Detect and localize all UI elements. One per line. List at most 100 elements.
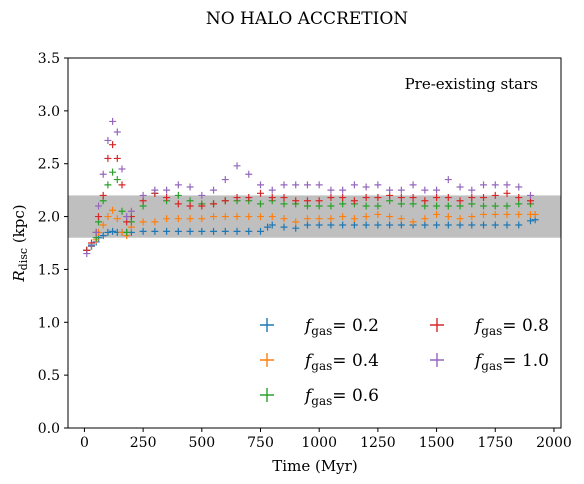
data-point bbox=[113, 176, 121, 184]
series-5 bbox=[83, 117, 534, 258]
data-point bbox=[280, 223, 288, 231]
data-point bbox=[186, 227, 194, 235]
data-point bbox=[221, 197, 229, 205]
data-point bbox=[491, 202, 499, 210]
legend-label: fgas= 0.4 bbox=[303, 351, 379, 373]
data-point bbox=[531, 210, 539, 218]
data-point bbox=[409, 218, 417, 226]
data-point bbox=[303, 221, 311, 229]
data-point bbox=[468, 194, 476, 202]
data-point bbox=[515, 221, 523, 229]
data-point bbox=[186, 202, 194, 210]
data-point bbox=[515, 210, 523, 218]
data-point bbox=[456, 221, 464, 229]
data-point bbox=[210, 186, 218, 194]
data-point bbox=[268, 194, 276, 202]
data-point bbox=[118, 207, 126, 215]
data-point bbox=[515, 183, 523, 191]
data-point bbox=[221, 227, 229, 235]
data-point bbox=[480, 202, 488, 210]
data-point bbox=[491, 210, 499, 218]
data-point bbox=[409, 194, 417, 202]
data-point bbox=[292, 218, 300, 226]
data-point bbox=[468, 213, 476, 221]
data-point bbox=[433, 221, 441, 229]
data-point bbox=[315, 221, 323, 229]
data-point bbox=[123, 228, 131, 236]
x-tick-label: 500 bbox=[188, 435, 215, 451]
data-point bbox=[87, 242, 95, 250]
data-point bbox=[186, 215, 194, 223]
data-point bbox=[210, 213, 218, 221]
data-point bbox=[327, 186, 335, 194]
y-axis-label-unit: (kpc) bbox=[10, 204, 28, 248]
data-point bbox=[468, 186, 476, 194]
y-tick-label: 2.0 bbox=[38, 210, 60, 226]
data-point bbox=[221, 213, 229, 221]
data-point bbox=[480, 221, 488, 229]
data-point bbox=[456, 183, 464, 191]
data-point bbox=[198, 215, 206, 223]
data-point bbox=[151, 218, 159, 226]
data-point bbox=[198, 191, 206, 199]
data-point bbox=[139, 227, 147, 235]
data-point bbox=[526, 191, 534, 199]
data-point bbox=[109, 206, 117, 214]
data-point bbox=[257, 213, 265, 221]
data-point bbox=[397, 186, 405, 194]
legend-label: fgas= 1.0 bbox=[473, 351, 549, 373]
data-point bbox=[303, 197, 311, 205]
data-point bbox=[491, 181, 499, 189]
points-layer bbox=[83, 117, 539, 258]
x-tick-label: 1250 bbox=[360, 435, 396, 451]
annotation-text: Pre-existing stars bbox=[405, 75, 538, 93]
data-point bbox=[444, 194, 452, 202]
x-tick-label: 1750 bbox=[477, 435, 513, 451]
data-point bbox=[503, 189, 511, 197]
data-point bbox=[339, 221, 347, 229]
data-point bbox=[397, 221, 405, 229]
data-point bbox=[515, 194, 523, 202]
data-point bbox=[491, 191, 499, 199]
data-point bbox=[315, 215, 323, 223]
data-point bbox=[245, 227, 253, 235]
data-point bbox=[456, 197, 464, 205]
data-point bbox=[303, 181, 311, 189]
data-point bbox=[104, 213, 112, 221]
band-layer bbox=[68, 195, 561, 238]
data-point bbox=[362, 202, 370, 210]
data-point bbox=[198, 202, 206, 210]
y-axis-label-subscript: disc bbox=[17, 248, 30, 270]
data-point bbox=[174, 200, 182, 208]
data-point bbox=[339, 213, 347, 221]
data-point bbox=[257, 200, 265, 208]
data-point bbox=[362, 183, 370, 191]
data-point bbox=[350, 197, 358, 205]
data-point bbox=[268, 213, 276, 221]
data-point bbox=[374, 194, 382, 202]
data-point bbox=[433, 210, 441, 218]
legend-label: fgas= 0.8 bbox=[473, 316, 549, 338]
data-point bbox=[151, 227, 159, 235]
data-point bbox=[104, 181, 112, 189]
data-point bbox=[421, 197, 429, 205]
data-point bbox=[386, 221, 394, 229]
plot-frame bbox=[67, 57, 562, 429]
data-point bbox=[163, 194, 171, 202]
data-point bbox=[468, 200, 476, 208]
data-point bbox=[292, 197, 300, 205]
axes-ticks: 0 250 500 750 1000 1250 1500 1750 2000 0.0 0.5 1.0 1… bbox=[38, 51, 572, 451]
data-point bbox=[163, 186, 171, 194]
data-point bbox=[92, 228, 100, 236]
data-point bbox=[257, 181, 265, 189]
y-tick-label: 1.5 bbox=[38, 262, 60, 278]
data-point bbox=[491, 221, 499, 229]
data-point bbox=[468, 221, 476, 229]
data-point bbox=[444, 221, 452, 229]
y-axis-label-symbol: R bbox=[10, 270, 28, 282]
data-point bbox=[113, 154, 121, 162]
data-point bbox=[257, 227, 265, 235]
legend-marker bbox=[260, 318, 274, 332]
data-point bbox=[433, 202, 441, 210]
